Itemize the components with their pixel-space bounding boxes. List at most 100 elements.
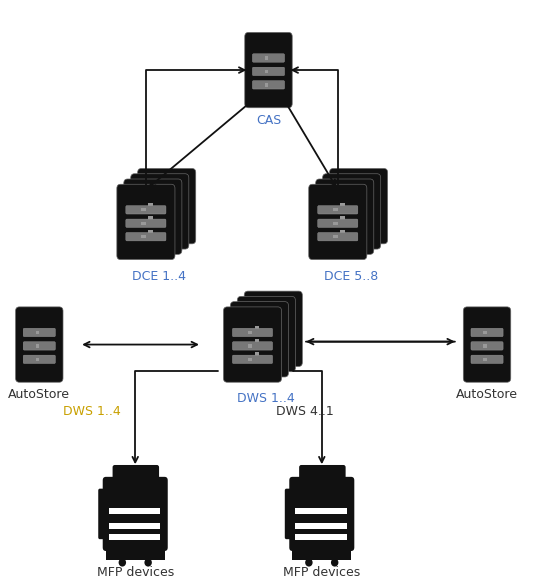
Bar [262, 320, 266, 324]
FancyBboxPatch shape [253, 81, 285, 89]
Bar [340, 216, 345, 220]
Bar [155, 224, 160, 228]
Bar [162, 206, 167, 209]
Circle shape [305, 558, 312, 566]
Bar [333, 221, 338, 225]
Text: AutoStore: AutoStore [456, 388, 518, 401]
FancyBboxPatch shape [332, 208, 372, 217]
Bar [484, 357, 487, 361]
Text: DCE 1..4: DCE 1..4 [132, 270, 186, 283]
FancyBboxPatch shape [231, 302, 288, 377]
Bar [340, 203, 345, 206]
Bar [148, 203, 153, 206]
Bar [162, 219, 167, 223]
Bar [248, 344, 253, 347]
Bar [265, 83, 269, 86]
Bar [269, 328, 273, 332]
FancyBboxPatch shape [16, 307, 63, 383]
FancyBboxPatch shape [126, 206, 166, 214]
Bar [354, 206, 358, 209]
FancyBboxPatch shape [232, 328, 272, 336]
FancyBboxPatch shape [253, 339, 293, 347]
FancyBboxPatch shape [133, 200, 173, 208]
FancyBboxPatch shape [253, 67, 285, 75]
Bar [295, 523, 347, 529]
Bar [262, 333, 266, 337]
Text: DWS 4..1: DWS 4..1 [277, 405, 334, 418]
FancyBboxPatch shape [330, 168, 388, 244]
FancyBboxPatch shape [23, 328, 55, 336]
FancyBboxPatch shape [224, 307, 281, 383]
FancyBboxPatch shape [309, 185, 367, 260]
FancyBboxPatch shape [112, 465, 159, 485]
Bar [295, 534, 347, 540]
Bar [109, 507, 160, 513]
FancyBboxPatch shape [318, 219, 358, 227]
FancyBboxPatch shape [239, 350, 279, 358]
FancyBboxPatch shape [246, 331, 286, 339]
Bar [248, 331, 253, 334]
FancyBboxPatch shape [253, 54, 285, 62]
FancyBboxPatch shape [339, 190, 379, 198]
FancyBboxPatch shape [471, 355, 503, 363]
Bar [262, 347, 266, 350]
FancyBboxPatch shape [325, 227, 365, 235]
Bar [109, 534, 160, 540]
Bar [255, 339, 259, 342]
FancyBboxPatch shape [245, 33, 292, 107]
Bar [36, 357, 39, 361]
FancyBboxPatch shape [126, 232, 166, 241]
FancyBboxPatch shape [244, 291, 302, 367]
Bar [248, 357, 253, 361]
FancyBboxPatch shape [318, 232, 358, 241]
Circle shape [144, 558, 152, 566]
FancyBboxPatch shape [246, 345, 286, 353]
FancyBboxPatch shape [318, 206, 358, 214]
Bar [295, 507, 347, 513]
FancyBboxPatch shape [339, 203, 379, 211]
Bar [269, 315, 273, 318]
FancyBboxPatch shape [232, 355, 272, 363]
FancyBboxPatch shape [253, 312, 293, 321]
Bar [148, 230, 153, 233]
Bar [141, 235, 146, 238]
FancyBboxPatch shape [147, 203, 187, 211]
Bar [106, 548, 165, 559]
FancyBboxPatch shape [98, 489, 110, 539]
FancyBboxPatch shape [124, 179, 182, 255]
FancyBboxPatch shape [140, 222, 180, 230]
Bar [269, 342, 273, 345]
Text: DWS 1..4: DWS 1..4 [63, 405, 121, 418]
Bar [155, 211, 160, 214]
Bar [265, 56, 269, 60]
FancyBboxPatch shape [147, 217, 187, 225]
FancyBboxPatch shape [140, 195, 180, 203]
FancyBboxPatch shape [232, 342, 272, 350]
Bar [109, 523, 160, 529]
Bar [347, 197, 351, 201]
Bar [36, 344, 39, 347]
FancyBboxPatch shape [253, 326, 293, 334]
FancyBboxPatch shape [325, 200, 365, 208]
FancyBboxPatch shape [137, 168, 196, 244]
Bar [141, 221, 146, 225]
Circle shape [331, 558, 339, 566]
FancyBboxPatch shape [471, 328, 503, 336]
FancyBboxPatch shape [339, 217, 379, 225]
Bar [265, 69, 269, 73]
FancyBboxPatch shape [316, 179, 374, 255]
Text: DWS 1..4: DWS 1..4 [237, 392, 295, 405]
FancyBboxPatch shape [140, 208, 180, 217]
FancyBboxPatch shape [239, 336, 279, 345]
FancyBboxPatch shape [332, 195, 372, 203]
FancyBboxPatch shape [325, 214, 365, 222]
FancyBboxPatch shape [23, 355, 55, 363]
Bar [333, 235, 338, 238]
Text: MFP devices: MFP devices [283, 566, 361, 579]
Bar [484, 344, 487, 347]
FancyBboxPatch shape [299, 465, 346, 485]
Bar [347, 224, 351, 228]
Bar [347, 211, 351, 214]
FancyBboxPatch shape [285, 489, 296, 539]
Bar [162, 192, 167, 196]
